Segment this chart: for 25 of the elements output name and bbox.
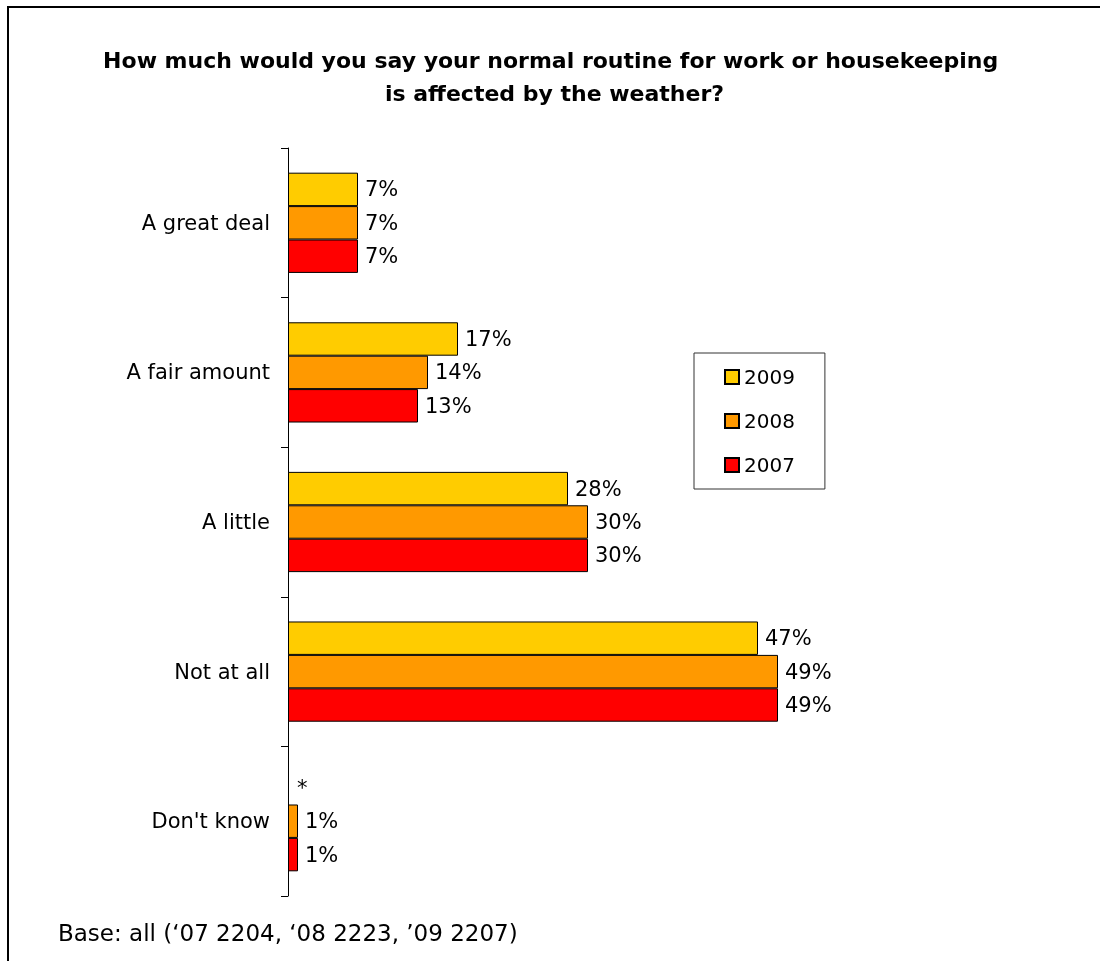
data-label: 30% (595, 510, 642, 534)
data-label: 7% (365, 210, 399, 235)
data-label: 28% (575, 476, 622, 501)
annotation: * (297, 775, 308, 800)
data-label: 47% (765, 626, 812, 651)
y-tick-label: A fair amount (126, 360, 270, 385)
chart-title: How much would you say your normal routine for work or housekeeping is affected by the weather? (103, 48, 1006, 106)
legend-label: 2009 (744, 365, 795, 389)
legend-label: 2007 (744, 453, 795, 477)
data-label: 49% (785, 693, 832, 718)
y-tick-label: Don't know (151, 809, 270, 834)
data-label: 7% (365, 244, 399, 269)
data-label: 7% (365, 177, 399, 202)
data-label: 13% (425, 393, 472, 418)
data-label: 17% (465, 326, 512, 351)
data-label: 1% (305, 809, 339, 834)
y-tick-label: Not at all (174, 659, 270, 684)
data-label: 14% (435, 360, 482, 385)
y-tick-label: A great deal (141, 210, 270, 235)
text: Base: all (‘07 2204, ‘08 2223, ’09 2207) (58, 919, 518, 946)
y-tick-label: A little (202, 510, 270, 534)
data-label: 1% (305, 842, 339, 867)
data-label: 49% (785, 659, 832, 684)
data-label: 30% (595, 543, 642, 568)
legend-label: 2008 (744, 409, 795, 433)
